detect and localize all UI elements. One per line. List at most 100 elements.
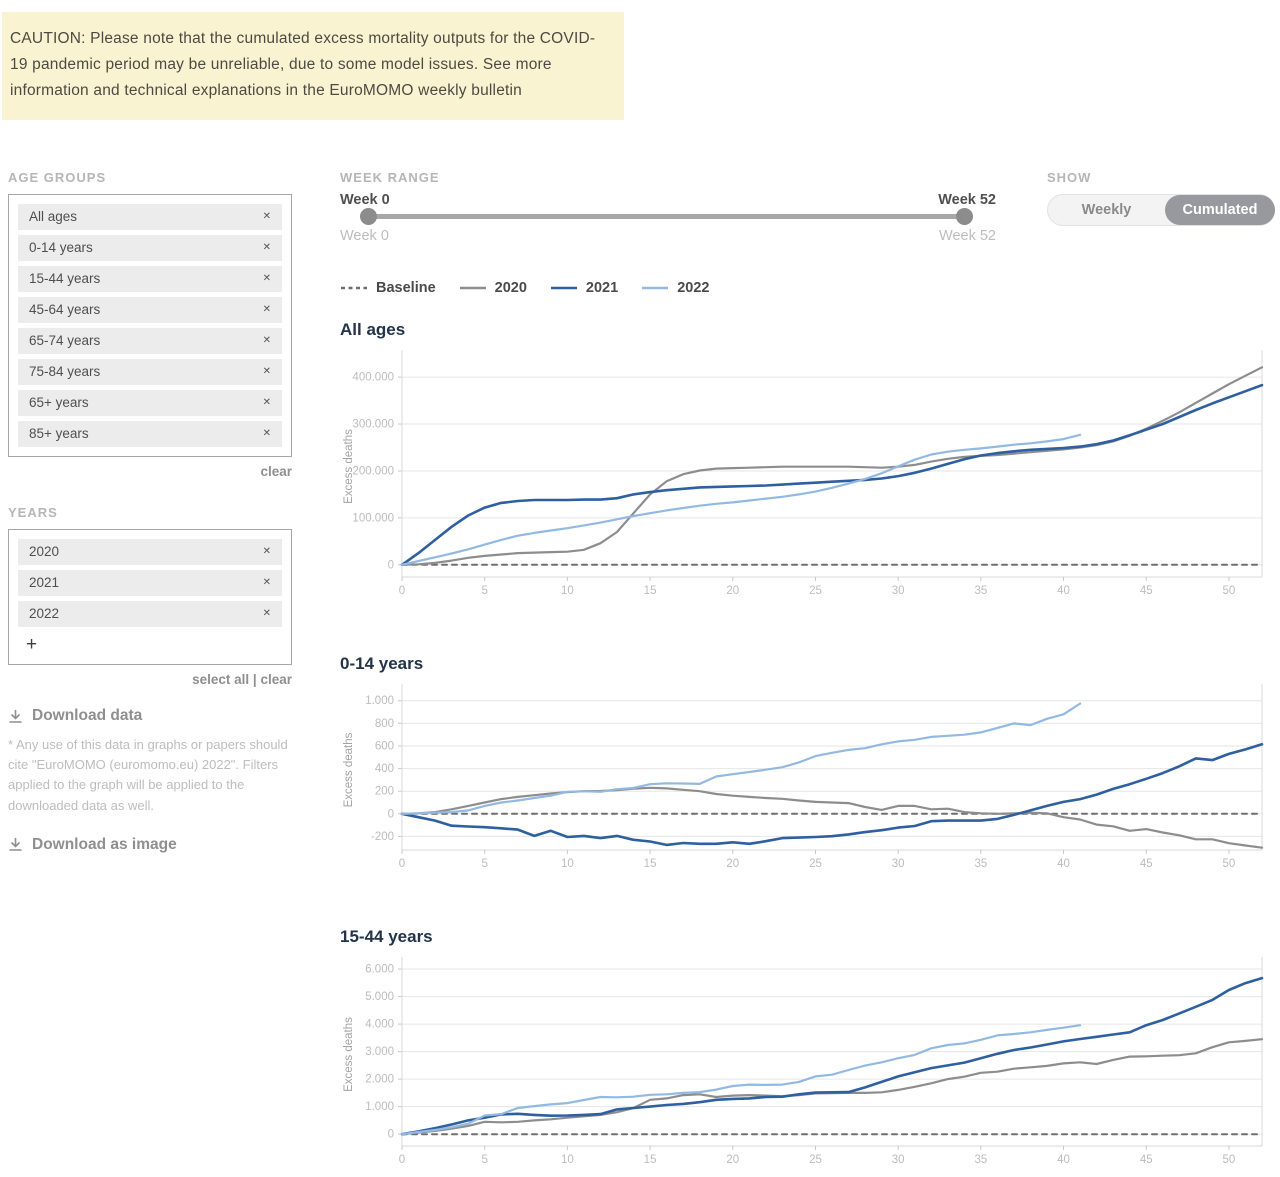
series-line-2022 bbox=[400, 702, 1082, 815]
age-group-item: 15-44 years ✕ bbox=[18, 266, 282, 293]
chart-15-44-years-canvas: 0 1.000 2.000 3.000 4.000 5.000 6.000 0 5 10 15 20 2… bbox=[343, 957, 1264, 1166]
chart-block-0-14-years: 0-14 years -200 0 200 400 600 800 1.000 0 5 10 15 2… bbox=[340, 654, 1275, 881]
svg-text:200.000: 200.000 bbox=[352, 466, 394, 478]
svg-text:40: 40 bbox=[1057, 1154, 1070, 1166]
svg-text:45: 45 bbox=[1140, 585, 1153, 597]
age-groups-clear-link[interactable]: clear bbox=[260, 464, 292, 480]
svg-text:400: 400 bbox=[375, 763, 394, 775]
age-group-item: 65-74 years ✕ bbox=[18, 328, 282, 355]
legend-label: 2020 bbox=[494, 280, 527, 297]
legend-swatch bbox=[550, 286, 577, 290]
remove-filter-icon[interactable]: ✕ bbox=[262, 210, 271, 222]
download-data-button[interactable]: Download data bbox=[8, 707, 292, 725]
age-group-item-label: 45-64 years bbox=[29, 302, 101, 318]
remove-filter-icon[interactable]: ✕ bbox=[262, 576, 271, 588]
age-group-item: 45-64 years ✕ bbox=[18, 297, 282, 324]
svg-text:Excess deaths: Excess deaths bbox=[343, 732, 355, 807]
week-range-from-sublabel: Week 0 bbox=[340, 228, 389, 245]
age-group-item-label: 65+ years bbox=[29, 395, 89, 411]
remove-filter-icon[interactable]: ✕ bbox=[262, 241, 271, 253]
legend-swatch bbox=[341, 286, 367, 290]
chart-title: 0-14 years bbox=[340, 654, 424, 674]
svg-text:25: 25 bbox=[809, 858, 822, 870]
week-range-handle-end[interactable] bbox=[956, 208, 973, 226]
years-clear-link[interactable]: clear bbox=[260, 672, 292, 688]
svg-text:0: 0 bbox=[388, 808, 394, 820]
svg-text:45: 45 bbox=[1140, 1154, 1153, 1166]
chart-block-all-ages: All ages 0 100.000 200.000 300.000 400.000 0 5… bbox=[340, 320, 1275, 608]
chart-title: All ages bbox=[340, 320, 406, 340]
svg-text:0: 0 bbox=[399, 1154, 405, 1166]
series-line-2020 bbox=[400, 366, 1264, 566]
svg-text:0: 0 bbox=[399, 585, 405, 597]
svg-text:Excess deaths: Excess deaths bbox=[343, 1017, 355, 1092]
svg-text:25: 25 bbox=[809, 585, 822, 597]
main-layout: AGE GROUPS All ages ✕ 0-14 years ✕ 15-44 yea… bbox=[0, 170, 1280, 1177]
age-groups-box: All ages ✕ 0-14 years ✕ 15-44 years ✕ 45-64 ye… bbox=[8, 194, 292, 458]
svg-text:30: 30 bbox=[892, 858, 905, 870]
week-range-track bbox=[368, 214, 965, 220]
svg-text:10: 10 bbox=[561, 858, 574, 870]
years-select-all-link[interactable]: select all bbox=[192, 672, 250, 688]
svg-text:50: 50 bbox=[1223, 585, 1236, 597]
svg-text:50: 50 bbox=[1223, 1154, 1236, 1166]
remove-filter-icon[interactable]: ✕ bbox=[262, 427, 271, 439]
years-label: YEARS bbox=[8, 505, 58, 521]
week-range-to-sublabel: Week 52 bbox=[939, 228, 996, 245]
add-year-button[interactable]: + bbox=[26, 634, 38, 656]
remove-filter-icon[interactable]: ✕ bbox=[262, 334, 271, 346]
svg-text:15: 15 bbox=[644, 585, 657, 597]
age-group-item: 65+ years ✕ bbox=[18, 390, 282, 417]
svg-text:3.000: 3.000 bbox=[365, 1046, 394, 1058]
week-range-label: WEEK RANGE bbox=[340, 170, 440, 186]
chart-block-15-44-years: 15-44 years 0 1.000 2.000 3.000 4.000 5.000 6.… bbox=[340, 927, 1275, 1177]
week-range-handle-start[interactable] bbox=[360, 208, 377, 226]
series-line-2020 bbox=[400, 1038, 1264, 1136]
download-note: * Any use of this data in graphs or pape… bbox=[8, 737, 288, 813]
years-box: 2020 ✕ 2021 ✕ 2022 ✕ + bbox=[8, 529, 292, 666]
svg-text:5.000: 5.000 bbox=[365, 991, 394, 1003]
svg-text:Excess deaths: Excess deaths bbox=[343, 429, 355, 504]
remove-filter-icon[interactable]: ✕ bbox=[262, 545, 271, 557]
svg-text:5: 5 bbox=[481, 858, 487, 870]
remove-filter-icon[interactable]: ✕ bbox=[262, 272, 271, 284]
year-item: 2021 ✕ bbox=[18, 570, 282, 597]
age-group-item: 0-14 years ✕ bbox=[18, 235, 282, 262]
svg-text:600: 600 bbox=[375, 741, 394, 753]
year-item-label: 2021 bbox=[29, 575, 60, 591]
svg-text:45: 45 bbox=[1140, 858, 1153, 870]
svg-text:10: 10 bbox=[561, 1154, 574, 1166]
show-option-weekly[interactable]: Weekly bbox=[1081, 202, 1132, 219]
show-option-cumulated[interactable]: Cumulated bbox=[1165, 195, 1275, 226]
download-data-label: Download data bbox=[32, 707, 143, 725]
chart-0-14-years-canvas: -200 0 200 400 600 800 1.000 0 5 10 15 20 25 30 35 40 45… bbox=[343, 684, 1264, 870]
svg-text:35: 35 bbox=[974, 858, 987, 870]
age-group-item-label: 15-44 years bbox=[29, 271, 101, 287]
legend-item-2021: 2021 bbox=[550, 280, 618, 296]
week-range-to-value: Week 52 bbox=[938, 192, 996, 209]
legend-label: 2021 bbox=[585, 280, 619, 297]
svg-text:0: 0 bbox=[388, 1129, 394, 1141]
remove-filter-icon[interactable]: ✕ bbox=[262, 607, 271, 619]
svg-text:15: 15 bbox=[644, 858, 657, 870]
age-group-item-label: 75-84 years bbox=[29, 364, 101, 380]
svg-text:2.000: 2.000 bbox=[365, 1074, 394, 1086]
svg-text:40: 40 bbox=[1057, 585, 1070, 597]
svg-text:400.000: 400.000 bbox=[352, 372, 394, 384]
download-image-button[interactable]: Download as image bbox=[8, 836, 292, 854]
svg-text:0: 0 bbox=[388, 559, 394, 571]
svg-text:-200: -200 bbox=[371, 831, 394, 843]
svg-text:30: 30 bbox=[892, 585, 905, 597]
show-control: SHOW Weekly Cumulated bbox=[1047, 170, 1275, 227]
chart-legend: Baseline 2020 2021 2022 bbox=[340, 280, 1275, 296]
age-group-item-label: 65-74 years bbox=[29, 333, 101, 349]
remove-filter-icon[interactable]: ✕ bbox=[262, 396, 271, 408]
svg-text:100.000: 100.000 bbox=[352, 512, 394, 524]
age-group-item-label: 0-14 years bbox=[29, 240, 93, 256]
age-group-item-label: All ages bbox=[29, 209, 78, 225]
remove-filter-icon[interactable]: ✕ bbox=[262, 303, 271, 315]
svg-text:300.000: 300.000 bbox=[352, 419, 394, 431]
chart-all-ages-canvas: 0 100.000 200.000 300.000 400.000 0 5 10 15 20 25 3… bbox=[343, 350, 1264, 597]
svg-text:200: 200 bbox=[375, 786, 394, 798]
remove-filter-icon[interactable]: ✕ bbox=[262, 365, 271, 377]
